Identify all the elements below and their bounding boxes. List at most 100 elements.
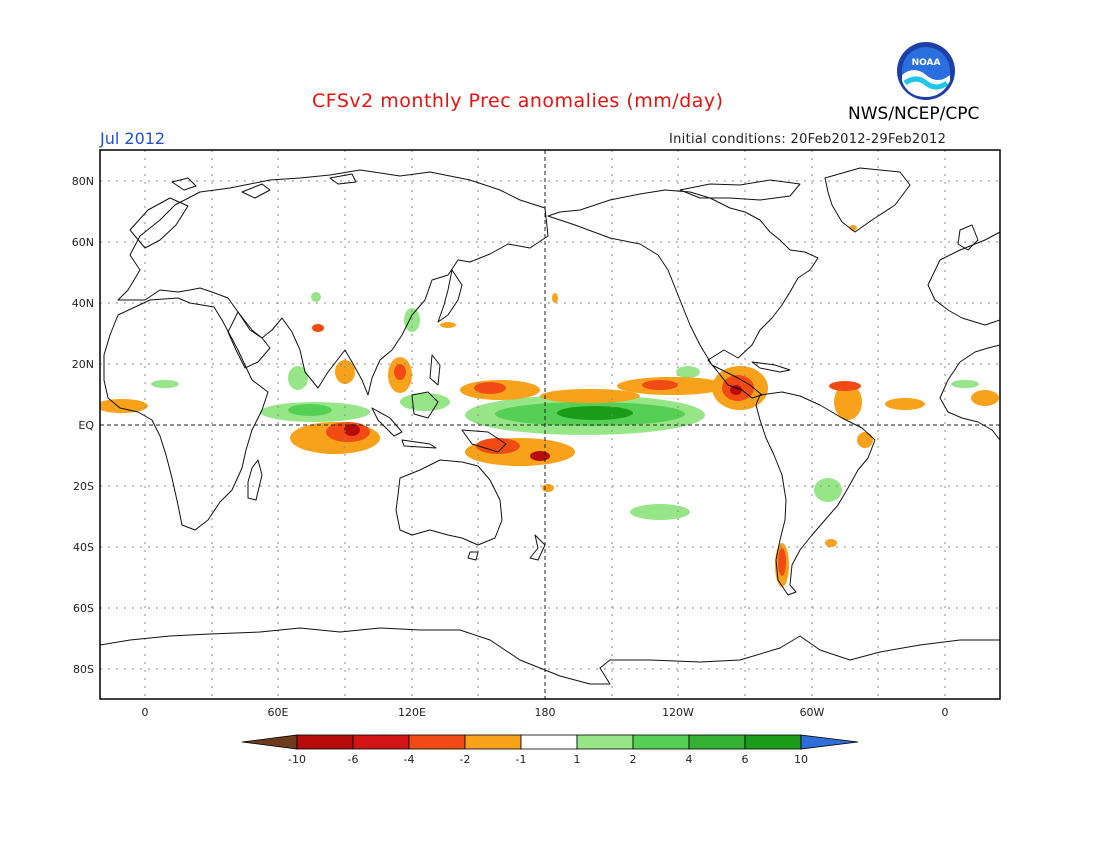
dry-anomaly-central-america-core: [730, 385, 742, 395]
wet-anomaly-south-pacific: [630, 504, 690, 520]
chart-title: CFSv2 monthly Prec anomalies (mm/day): [312, 90, 724, 112]
dry-anomaly-pakistan: [312, 324, 324, 332]
lat-axis-labels: 80N 60N 40N 20N EQ 20S 40S 60S 80S: [72, 175, 95, 676]
coastline-caribbean: [751, 361, 791, 373]
coastline-new-guinea: [461, 429, 507, 453]
coastline-borneo: [411, 391, 439, 419]
wet-anomaly-pacific-core: [557, 406, 633, 420]
dry-anomaly-tropical-atlantic: [834, 384, 862, 420]
dry-anomaly-itcz-west-core: [474, 382, 506, 394]
dry-anomaly-fiji: [542, 484, 554, 492]
dry-anomaly-east-atlantic: [885, 398, 925, 410]
coastline-arctic-islands: [679, 179, 801, 201]
coastline-madagascar: [247, 459, 263, 501]
legend-swatch: [408, 734, 466, 750]
logo-wave-stripe: [903, 76, 949, 90]
legend-label: -2: [460, 753, 471, 766]
dry-anomaly-ne-brazil: [857, 432, 873, 448]
dry-anomaly-north-pacific: [552, 293, 558, 303]
coastline-africa-east-edge: [939, 344, 1000, 441]
dry-anomaly-southeast-asia-core: [394, 364, 406, 380]
lon-label: 0: [942, 706, 949, 719]
lon-label: 0: [142, 706, 149, 719]
legend-swatch: [352, 734, 410, 750]
coastline-svalbard: [171, 177, 197, 191]
coastline-tasmania: [467, 551, 479, 561]
lat-label: 40N: [72, 297, 94, 310]
lon-label: 180: [535, 706, 556, 719]
map-frame: [99, 149, 1001, 700]
dry-anomaly-argentina: [825, 539, 837, 547]
lon-label: 60E: [268, 706, 289, 719]
legend-swatch: [520, 734, 578, 750]
lat-label: 60S: [73, 602, 94, 615]
dry-anomaly-itcz-east-core: [642, 380, 678, 390]
wet-anomaly-atlantic: [951, 380, 979, 388]
wet-anomaly-maritime: [400, 393, 450, 411]
lon-label: 60W: [800, 706, 825, 719]
dry-anomaly-sw-pacific-mid: [476, 438, 520, 454]
coastline-north-america: [547, 189, 819, 399]
coastline-scandinavia: [129, 197, 189, 249]
color-legend-bar: [241, 734, 859, 750]
dry-anomaly-bay-of-bengal: [335, 360, 355, 384]
legend-swatch: [744, 734, 802, 750]
coastline-philippines: [429, 354, 441, 386]
legend-label: 10: [794, 753, 808, 766]
legend-arrow-low: [241, 734, 298, 750]
legend-label: 1: [574, 753, 581, 766]
agency-label: NWS/NCEP/CPC: [848, 104, 980, 124]
coastline-severnaya: [329, 173, 357, 185]
initial-conditions: Initial conditions: 20Feb2012-29Feb2012: [669, 132, 947, 147]
wet-anomaly-indian-ocean-core: [288, 404, 332, 416]
legend-arrow-high: [800, 734, 859, 750]
legend-label: 2: [630, 753, 637, 766]
lat-label: EQ: [78, 419, 94, 432]
coastline-arabia: [227, 311, 271, 369]
wet-anomaly-east-pacific: [676, 366, 700, 378]
lon-axis-labels: 0 60E 120E 180 120W 60W 0: [142, 706, 949, 719]
lat-lon-grid: [100, 150, 1000, 699]
legend-label: 6: [742, 753, 749, 766]
legend-labels: -10 -6 -4 -2 -1 1 2 4 6 10: [288, 753, 808, 766]
lat-label: 20N: [72, 358, 94, 371]
lon-label: 120E: [398, 706, 426, 719]
legend-label: -10: [288, 753, 306, 766]
wet-anomaly-central-asia: [311, 292, 321, 302]
coastline-japan: [437, 269, 463, 323]
coastline-south-america: [755, 391, 876, 596]
coastline-africa: [103, 297, 269, 531]
dry-anomaly-chile-core: [778, 548, 786, 576]
equator-dateline: [100, 150, 1000, 699]
lat-label: 40S: [73, 541, 94, 554]
forecast-month: Jul 2012: [100, 129, 166, 148]
lat-label: 80S: [73, 663, 94, 676]
legend-label: -1: [516, 753, 527, 766]
coastline-europe-east-edge: [927, 231, 1000, 326]
dry-anomaly-japan: [440, 322, 456, 328]
legend-label: -4: [404, 753, 415, 766]
legend-swatch: [464, 734, 522, 750]
lat-label: 20S: [73, 480, 94, 493]
coastline-australia: [395, 459, 503, 546]
legend-swatch: [688, 734, 746, 750]
legend-label: 4: [686, 753, 693, 766]
coastline-sumatra: [371, 407, 403, 437]
noaa-logo: NOAA: [897, 42, 955, 100]
coastline-greenland: [824, 167, 911, 233]
coastline-antarctica: [100, 627, 1000, 685]
dry-anomaly-itcz-central: [540, 389, 640, 403]
dry-anomaly-africa-west: [971, 390, 999, 406]
dry-anomaly-sw-pacific-core: [530, 451, 550, 461]
legend-swatch: [296, 734, 354, 750]
lat-label: 60N: [72, 236, 94, 249]
wet-anomaly-india: [288, 366, 308, 390]
coastlines: [100, 167, 1000, 685]
wet-anomaly-west-africa: [151, 380, 179, 388]
logo-text: NOAA: [912, 58, 941, 68]
coastline-java: [401, 439, 437, 449]
coastline-new-zealand: [529, 534, 546, 561]
wet-anomaly-brazil: [814, 478, 842, 502]
coastline-novaya-zemlya: [241, 183, 271, 199]
